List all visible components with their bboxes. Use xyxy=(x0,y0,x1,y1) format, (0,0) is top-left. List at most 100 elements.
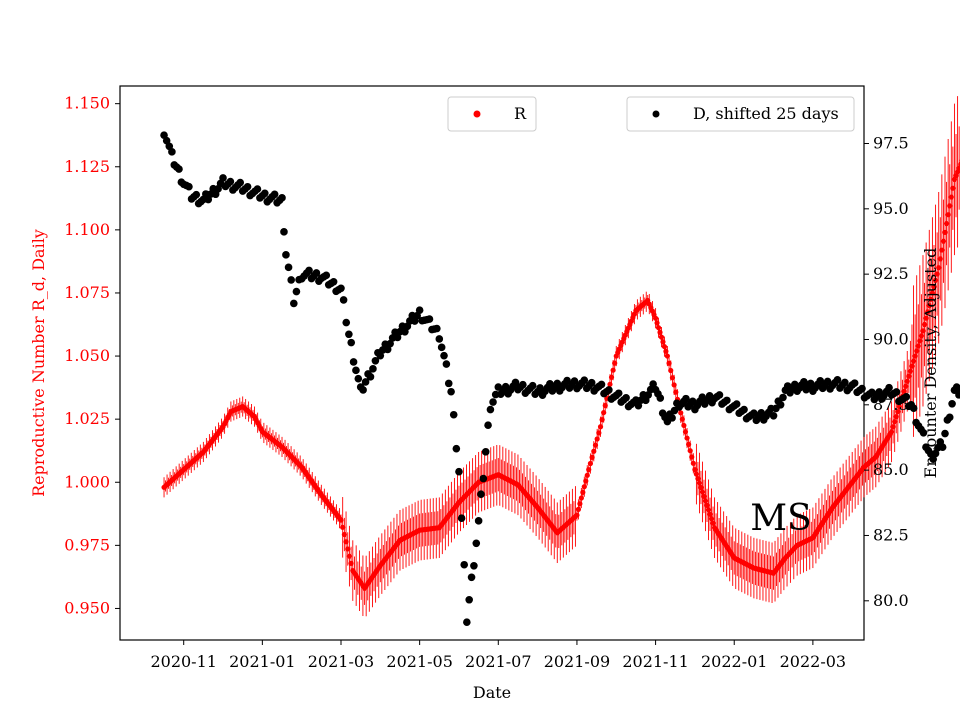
r-point xyxy=(594,436,600,442)
r-point xyxy=(931,284,937,290)
y-axis-left-title: Reproductive Number R_d, Daily xyxy=(29,229,48,497)
r-point xyxy=(937,256,943,262)
r-point xyxy=(906,373,912,379)
d-point xyxy=(347,338,356,347)
r-point xyxy=(687,448,693,454)
d-point xyxy=(945,413,954,422)
r-point xyxy=(586,467,592,473)
d-point xyxy=(948,399,956,408)
d-point xyxy=(442,360,451,368)
r-point xyxy=(940,238,947,244)
r-point xyxy=(591,448,597,454)
r-point xyxy=(704,502,710,508)
d-point xyxy=(841,378,849,387)
d-point xyxy=(489,398,497,406)
r-point xyxy=(654,320,660,326)
x-axis-title: Date xyxy=(473,683,511,702)
r-point xyxy=(890,424,896,430)
legend-d[interactable]: D, shifted 25 days xyxy=(626,96,855,132)
d-point xyxy=(957,388,960,396)
r-point xyxy=(684,435,690,441)
r-point xyxy=(929,290,936,296)
r-point xyxy=(917,338,923,344)
r-point xyxy=(690,460,696,466)
r-point xyxy=(657,329,663,335)
r-point xyxy=(574,512,580,518)
r-point xyxy=(710,520,716,526)
d-point xyxy=(528,381,537,390)
d-point xyxy=(168,148,176,156)
y-right-tick-label: 85.0 xyxy=(873,460,909,479)
d-point xyxy=(270,190,279,199)
y-axis-right-title: Encounter Density, Adjusted xyxy=(921,248,940,479)
d-point xyxy=(435,335,444,343)
d-point xyxy=(850,379,859,387)
r-point xyxy=(925,309,931,315)
x-tick-label: 2021-03 xyxy=(308,652,374,671)
d-point xyxy=(292,287,301,296)
d-point xyxy=(779,393,787,402)
d-point xyxy=(386,339,394,348)
r-point xyxy=(921,321,928,328)
r-point xyxy=(686,441,692,447)
r-point xyxy=(681,422,687,429)
legend-r-box xyxy=(447,96,537,132)
d-point xyxy=(383,345,392,354)
x-tick-label: 2021-01 xyxy=(229,652,295,671)
r-point xyxy=(888,429,895,435)
r-point xyxy=(601,409,607,416)
r-point xyxy=(669,375,676,381)
d-point xyxy=(740,405,748,414)
r-point xyxy=(592,442,599,448)
x-tick-label: 2022-03 xyxy=(780,652,846,671)
d-point xyxy=(479,474,488,483)
d-point xyxy=(444,379,453,388)
d-point xyxy=(481,448,490,456)
r-point xyxy=(918,333,925,339)
r-point xyxy=(696,480,703,486)
ms-annotation: MS xyxy=(750,498,812,539)
r-point xyxy=(655,325,662,331)
r-point xyxy=(956,165,960,171)
x-tick-label: 2021-11 xyxy=(622,652,688,671)
r-point xyxy=(346,553,353,559)
r-point xyxy=(950,185,956,191)
r-point xyxy=(348,560,354,566)
r-point xyxy=(895,408,901,415)
d-point xyxy=(354,374,363,383)
d-point xyxy=(376,351,385,360)
d-point xyxy=(511,378,520,387)
d-point xyxy=(467,573,476,582)
r-point xyxy=(673,389,679,395)
d-point xyxy=(369,365,377,373)
d-point xyxy=(723,396,731,405)
legend-r[interactable]: R xyxy=(447,96,537,132)
d-point xyxy=(455,467,463,476)
d-point xyxy=(226,177,235,186)
d-point xyxy=(597,380,606,389)
d-point xyxy=(715,391,724,399)
r-point xyxy=(915,343,921,349)
r-point xyxy=(896,403,902,410)
y-right-tick-label: 97.5 xyxy=(873,133,909,152)
d-point xyxy=(833,376,842,384)
d-point xyxy=(941,429,949,438)
r-point xyxy=(702,498,709,504)
y-right-tick-label: 87.5 xyxy=(873,395,909,414)
r-point xyxy=(341,531,347,538)
d-point xyxy=(278,194,286,202)
r-point xyxy=(909,363,915,369)
y-left-tick-label: 1.075 xyxy=(64,283,110,302)
r-point xyxy=(936,265,942,271)
r-point xyxy=(584,472,590,478)
d-point xyxy=(192,190,201,199)
r-point xyxy=(928,296,934,302)
y-axis-right: 80.0 82.5 85.0 87.5 90.0 92.5 95.0 97.5 xyxy=(864,133,909,610)
r-point xyxy=(926,302,932,309)
d-point xyxy=(614,389,623,398)
r-point xyxy=(668,367,674,374)
d-point xyxy=(287,276,295,284)
r-point xyxy=(577,501,583,507)
r-point xyxy=(901,388,907,394)
